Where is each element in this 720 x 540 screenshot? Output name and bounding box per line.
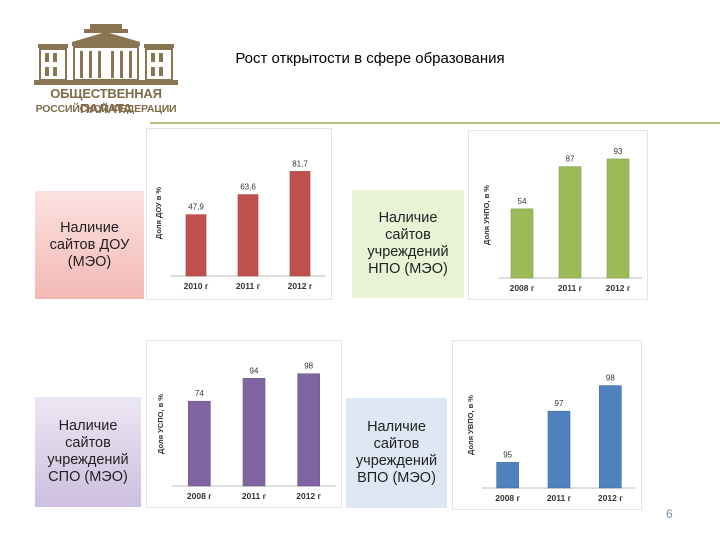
- data-label-1: 47,9: [188, 203, 204, 212]
- y-axis-label: Доля УНПО, в %: [482, 185, 491, 245]
- y-axis-label: Доля УВПО, в %: [466, 395, 475, 455]
- x-tick-label-2: 2011 г: [558, 283, 583, 293]
- x-tick-label-1: 2008 г: [510, 283, 535, 293]
- label-box-spo: Наличие сайтов учреждений СПО (МЭО): [35, 397, 141, 507]
- bar-3: [606, 158, 630, 279]
- label-box-dou: Наличие сайтов ДОУ (МЭО): [35, 191, 144, 299]
- chart-npo: Доля УНПО, в % 54 2008 г 87 2011 г 93 2012 г: [468, 130, 648, 300]
- data-label-2: 94: [250, 366, 259, 375]
- page-number: 6: [666, 507, 673, 521]
- x-tick-label-1: 2008 г: [495, 493, 520, 503]
- data-label-1: 54: [518, 197, 527, 206]
- bar-1: [510, 208, 534, 279]
- chart-vpo: Доля УВПО, в % 95 2008 г 97 2011 г 98 2012 г: [452, 340, 642, 510]
- bar-2: [242, 378, 266, 487]
- data-label-1: 74: [195, 389, 204, 398]
- data-label-3: 81,7: [292, 159, 308, 168]
- label-dou-text: Наличие сайтов ДОУ (МЭО): [49, 219, 130, 270]
- data-label-3: 98: [304, 362, 313, 371]
- x-tick-label-2: 2011 г: [547, 493, 572, 503]
- data-label-3: 93: [614, 147, 623, 156]
- logo: ОБЩЕСТВЕННАЯ ПАЛАТА РОССИЙСКОЙ ФЕДЕРАЦИИ: [32, 22, 180, 122]
- bar-3: [297, 373, 320, 487]
- x-tick-label-2: 2011 г: [242, 491, 267, 501]
- bar-3: [289, 171, 311, 277]
- data-label-2: 97: [555, 399, 564, 408]
- x-tick-label-3: 2012 г: [598, 493, 623, 503]
- building-icon: [34, 24, 178, 85]
- bar-3: [599, 385, 622, 489]
- logo-text-line1: ОБЩЕСТВЕННАЯ ПАЛАТА: [50, 86, 162, 116]
- chart-spo: Доля УСПО, в % 74 2008 г 94 2011 г 98 2012 г: [146, 340, 342, 508]
- header-divider: [150, 122, 720, 124]
- label-box-vpo: Наличие сайтов учреждений ВПО (МЭО): [346, 398, 447, 508]
- label-vpo-text: Наличие сайтов учреждений ВПО (МЭО): [355, 419, 438, 486]
- x-tick-label-1: 2010 г: [184, 281, 209, 291]
- bar-1: [496, 462, 519, 489]
- y-axis-label: Доля УСПО, в %: [156, 394, 165, 454]
- y-axis-label: Доля ДОУ в %: [154, 187, 163, 239]
- bar-1: [185, 214, 207, 277]
- bar-2: [558, 166, 582, 279]
- data-label-2: 87: [566, 155, 575, 164]
- data-label-3: 98: [606, 374, 615, 383]
- bar-2: [237, 194, 259, 277]
- label-box-npo: Наличие сайтов учреждений НПО (МЭО): [352, 190, 464, 298]
- x-tick-label-3: 2012 г: [296, 491, 321, 501]
- label-spo-text: Наличие сайтов учреждений СПО (МЭО): [47, 418, 129, 485]
- x-tick-label-3: 2012 г: [288, 281, 313, 291]
- x-tick-label-1: 2008 г: [187, 491, 212, 501]
- data-label-1: 95: [503, 450, 512, 459]
- label-npo-text: Наличие сайтов учреждений НПО (МЭО): [367, 210, 449, 277]
- x-tick-label-2: 2011 г: [236, 281, 261, 291]
- slide-title: Рост открытости в сфере образования: [235, 50, 505, 67]
- data-label-2: 63,6: [240, 183, 256, 192]
- x-tick-label-3: 2012 г: [606, 283, 631, 293]
- bar-2: [547, 410, 571, 489]
- chart-dou: Доля ДОУ в % 47,9 2010 г 63,6 2011 г 81,7 2012…: [146, 128, 332, 300]
- bar-1: [188, 400, 211, 487]
- logo-text-line2: РОССИЙСКОЙ ФЕДЕРАЦИИ: [35, 103, 177, 115]
